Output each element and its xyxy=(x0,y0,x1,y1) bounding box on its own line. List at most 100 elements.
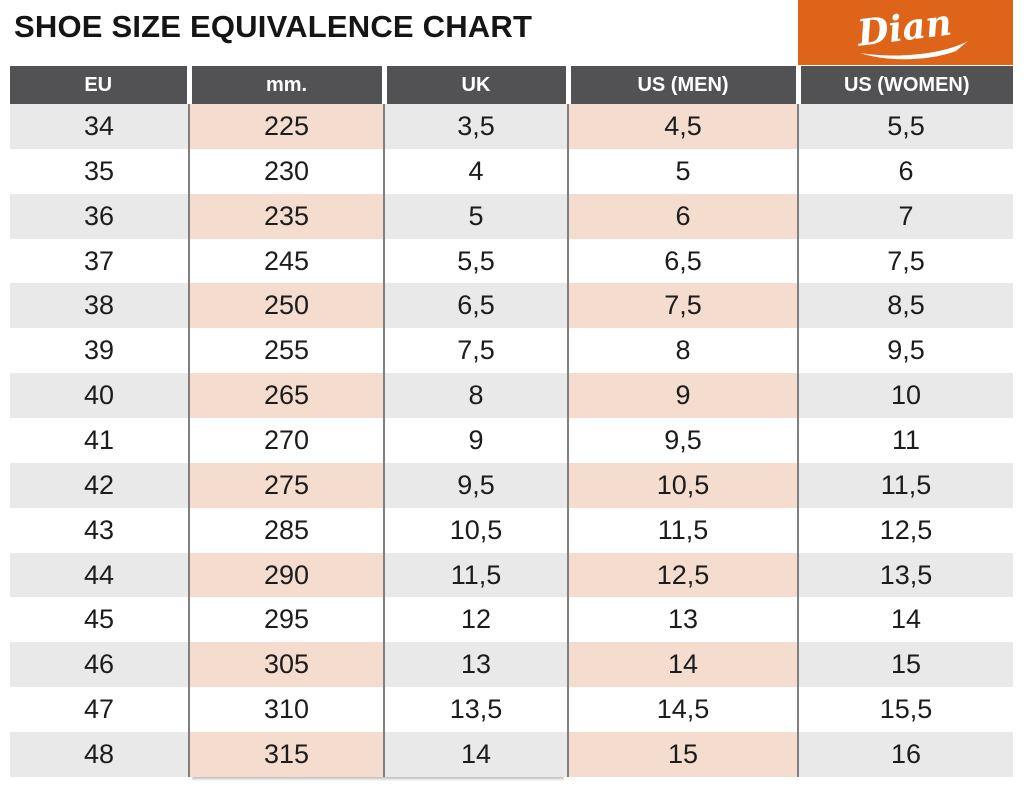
cell: 6,5 xyxy=(383,283,568,329)
cell: 6 xyxy=(797,148,1013,194)
cell: 8 xyxy=(567,328,798,374)
cell: 10,5 xyxy=(383,507,568,553)
cell: 270 xyxy=(188,418,384,463)
cell: 12,5 xyxy=(567,552,798,598)
page-title: SHOE SIZE EQUIVALENCE CHART xyxy=(14,9,533,44)
cell: 36 xyxy=(10,193,189,239)
cell: 12 xyxy=(383,597,568,643)
table-row: 45 295 12 13 14 xyxy=(10,597,1013,643)
size-equivalence-table: EU mm. UK US (MEN) US (WOMEN) 34 225 3,5 4,… xyxy=(10,66,1013,777)
header-uk: UK xyxy=(381,66,568,104)
cell: 14 xyxy=(797,597,1013,643)
table-row: 44 290 11,5 12,5 13,5 xyxy=(10,552,1013,598)
cell: 10,5 xyxy=(567,462,798,508)
cell: 305 xyxy=(188,642,384,688)
brand-logo: Dian xyxy=(798,0,1013,65)
cell: 5,5 xyxy=(797,104,1013,149)
cell: 10 xyxy=(797,373,1013,419)
cell: 46 xyxy=(10,642,189,688)
cell: 13 xyxy=(383,642,568,688)
cell: 295 xyxy=(188,597,384,643)
cell: 35 xyxy=(10,148,189,194)
cell: 8 xyxy=(383,373,568,419)
cell: 11,5 xyxy=(383,552,568,598)
table-row: 38 250 6,5 7,5 8,5 xyxy=(10,283,1013,329)
cell: 13,5 xyxy=(383,687,568,733)
header-row: EU mm. UK US (MEN) US (WOMEN) xyxy=(10,66,1013,104)
cell: 7 xyxy=(797,193,1013,239)
cell: 37 xyxy=(10,238,189,284)
cell: 15 xyxy=(797,642,1013,688)
cell: 285 xyxy=(188,507,384,553)
cell: 3,5 xyxy=(383,104,568,149)
cell: 7,5 xyxy=(567,283,798,329)
cell: 265 xyxy=(188,373,384,419)
cell: 45 xyxy=(10,597,189,643)
cell: 14,5 xyxy=(567,687,798,733)
table-row: 39 255 7,5 8 9,5 xyxy=(10,328,1013,374)
cell: 47 xyxy=(10,687,189,733)
cell: 11 xyxy=(797,418,1013,463)
header-us-men: US (MEN) xyxy=(565,66,798,104)
cell: 13,5 xyxy=(797,552,1013,598)
cell: 41 xyxy=(10,418,189,463)
table-row: 35 230 4 5 6 xyxy=(10,148,1013,194)
cell: 14 xyxy=(567,642,798,688)
table-row: 43 285 10,5 11,5 12,5 xyxy=(10,507,1013,553)
cell: 9 xyxy=(383,418,568,463)
table-row: 41 270 9 9,5 11 xyxy=(10,418,1013,463)
cell: 15 xyxy=(567,732,798,777)
table-bottom-shadow xyxy=(192,777,564,781)
cell: 7,5 xyxy=(383,328,568,374)
header-us-women: US (WOMEN) xyxy=(795,66,1013,104)
cell: 48 xyxy=(10,732,189,777)
cell: 235 xyxy=(188,193,384,239)
cell: 5 xyxy=(567,148,798,194)
cell: 290 xyxy=(188,552,384,598)
cell: 14 xyxy=(383,732,568,777)
table-row: 40 265 8 9 10 xyxy=(10,373,1013,419)
cell: 275 xyxy=(188,462,384,508)
cell: 38 xyxy=(10,283,189,329)
cell: 43 xyxy=(10,507,189,553)
cell: 40 xyxy=(10,373,189,419)
cell: 4 xyxy=(383,148,568,194)
cell: 11,5 xyxy=(567,507,798,553)
cell: 42 xyxy=(10,462,189,508)
header-mm: mm. xyxy=(186,66,384,104)
cell: 255 xyxy=(188,328,384,374)
cell: 9,5 xyxy=(383,462,568,508)
cell: 6 xyxy=(567,193,798,239)
table-row: 46 305 13 14 15 xyxy=(10,642,1013,688)
table-row: 48 315 14 15 16 xyxy=(10,732,1013,777)
cell: 15,5 xyxy=(797,687,1013,733)
cell: 315 xyxy=(188,732,384,777)
cell: 9,5 xyxy=(797,328,1013,374)
cell: 230 xyxy=(188,148,384,194)
cell: 11,5 xyxy=(797,462,1013,508)
cell: 245 xyxy=(188,238,384,284)
cell: 6,5 xyxy=(567,238,798,284)
table-row: 42 275 9,5 10,5 11,5 xyxy=(10,462,1013,508)
cell: 9,5 xyxy=(567,418,798,463)
cell: 5 xyxy=(383,193,568,239)
cell: 250 xyxy=(188,283,384,329)
cell: 12,5 xyxy=(797,507,1013,553)
cell: 225 xyxy=(188,104,384,149)
table-body: 34 225 3,5 4,5 5,5 35 230 4 5 6 36 235 5 6 7 37 245 5,5 6,… xyxy=(10,104,1013,777)
table-row: 47 310 13,5 14,5 15,5 xyxy=(10,687,1013,733)
table-row: 36 235 5 6 7 xyxy=(10,193,1013,239)
dian-logo-icon: Dian xyxy=(854,1,968,60)
table-header: EU mm. UK US (MEN) US (WOMEN) xyxy=(10,66,1013,104)
svg-text:Dian: Dian xyxy=(854,1,954,54)
table-row: 34 225 3,5 4,5 5,5 xyxy=(10,104,1013,149)
cell: 13 xyxy=(567,597,798,643)
cell: 310 xyxy=(188,687,384,733)
cell: 44 xyxy=(10,552,189,598)
cell: 34 xyxy=(10,104,189,149)
cell: 8,5 xyxy=(797,283,1013,329)
cell: 16 xyxy=(797,732,1013,777)
cell: 7,5 xyxy=(797,238,1013,284)
cell: 5,5 xyxy=(383,238,568,284)
